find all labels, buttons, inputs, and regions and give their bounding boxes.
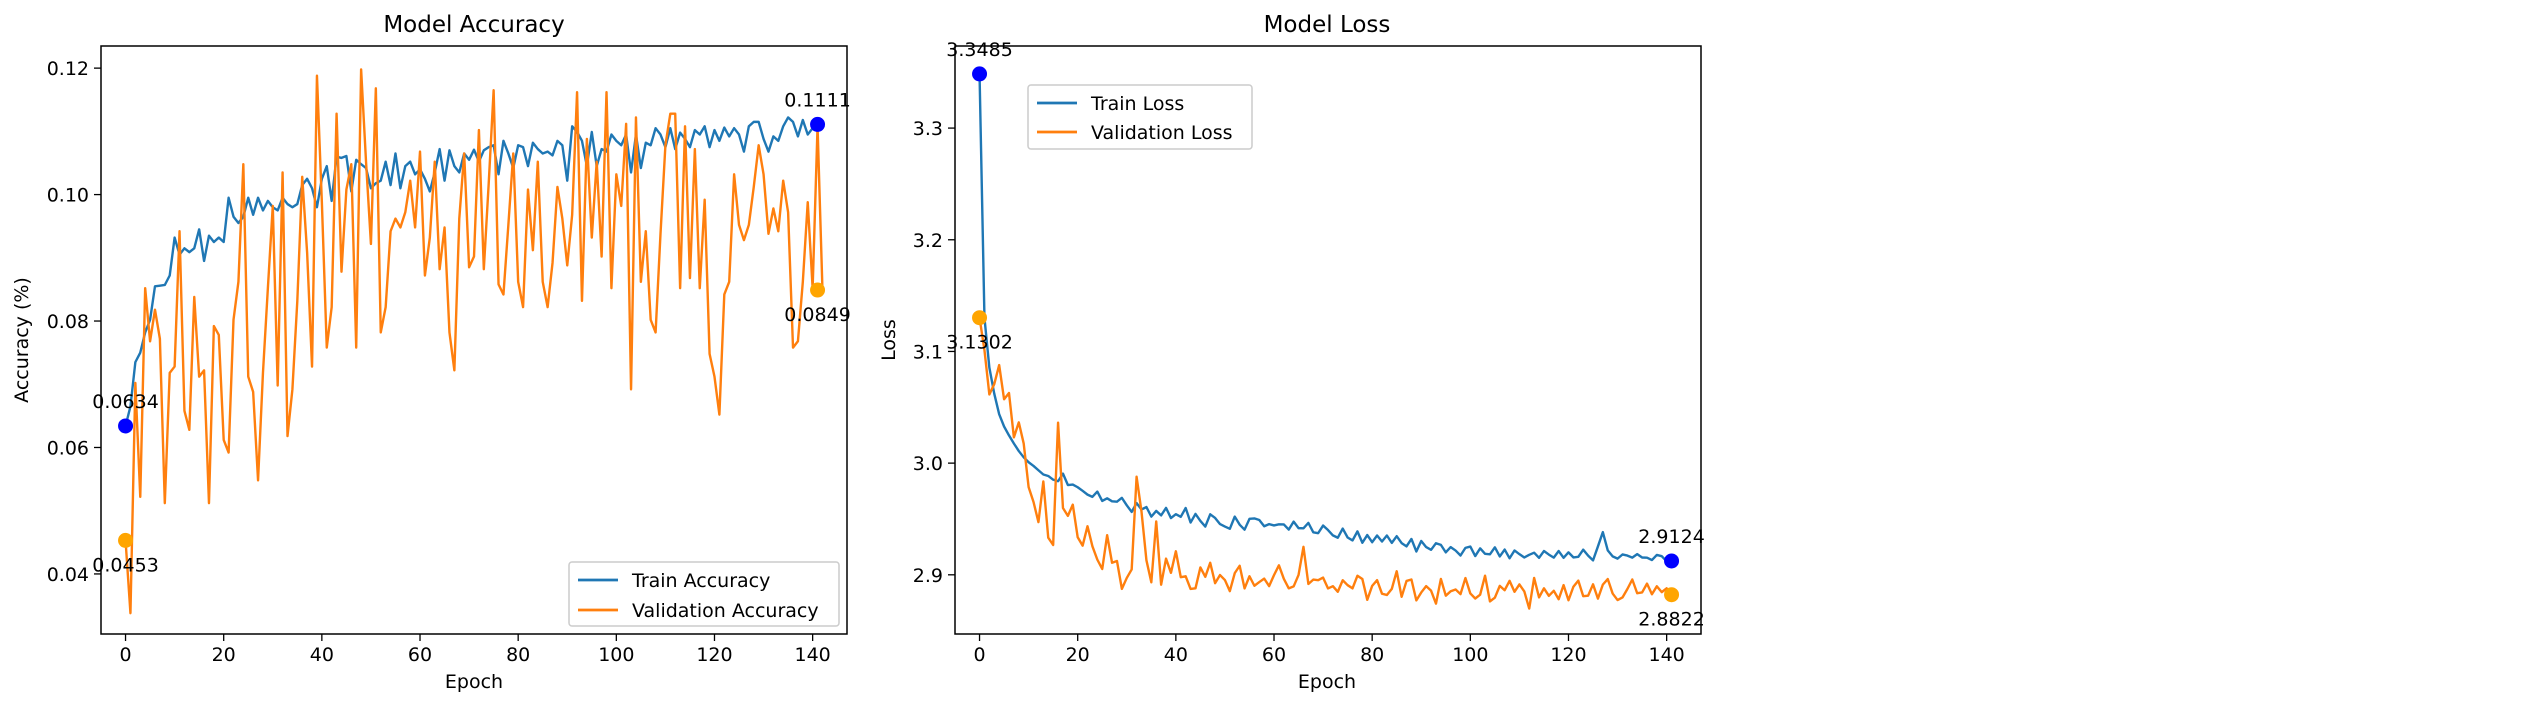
accuracy-series-validation-line — [124, 68, 824, 615]
accuracy-annotation-marker — [118, 418, 134, 434]
loss-y-tick-label: 3.1 — [913, 341, 943, 363]
accuracy-annotation-label: 0.1111 — [784, 89, 850, 111]
accuracy-x-tick-label: 20 — [212, 644, 236, 666]
accuracy-x-tick-label: 0 — [119, 644, 131, 666]
loss-annotation-label: 2.8822 — [1638, 609, 1704, 631]
loss-plot-area — [978, 73, 1673, 610]
accuracy-legend-validation-label: Validation Accuracy — [632, 600, 819, 622]
accuracy-annotations: 0.0634 0.0453 0.1111 0.0849 — [92, 89, 850, 576]
accuracy-y-axis-label: Accuracy (%) — [11, 277, 33, 403]
loss-legend-train-label: Train Loss — [1090, 93, 1184, 115]
loss-annotation-marker — [1664, 553, 1680, 569]
accuracy-annotation-label: 0.0453 — [92, 554, 158, 576]
loss-series-train-line — [978, 73, 1672, 563]
loss-y-ticks: 2.9 3.0 3.1 3.2 3.3 — [913, 118, 955, 587]
accuracy-x-tick-label: 40 — [310, 644, 334, 666]
loss-panel: Model Loss 0 20 40 60 80 100 120 140 2.93.03.13… — [878, 12, 1705, 693]
accuracy-series-train-line — [124, 116, 823, 427]
accuracy-legend-box — [568, 561, 840, 627]
loss-annotation-label: 2.9124 — [1638, 526, 1704, 548]
accuracy-annotation-marker — [810, 282, 826, 298]
loss-x-axis-label: Epoch — [1298, 671, 1356, 693]
accuracy-annotation-label: 0.0849 — [784, 304, 850, 326]
loss-x-tick-label: 100 — [1452, 644, 1488, 666]
loss-annotation-label: 3.3485 — [946, 39, 1012, 61]
loss-y-tick-label: 2.9 — [913, 565, 943, 587]
accuracy-plot-area — [124, 68, 824, 615]
loss-annotation-marker — [972, 310, 988, 326]
accuracy-x-tick-label: 140 — [795, 644, 831, 666]
accuracy-axes-frame — [100, 45, 848, 635]
loss-x-tick-label: 60 — [1262, 644, 1286, 666]
loss-title: Model Loss — [1264, 12, 1391, 38]
accuracy-annotation-marker — [118, 532, 134, 548]
loss-annotations: 3.3485 3.1302 2.9124 2.8822 — [946, 39, 1704, 631]
loss-y-tick-label: 3.2 — [913, 230, 943, 252]
loss-annotation-label: 3.1302 — [946, 332, 1012, 354]
accuracy-x-ticks: 0 20 40 60 80 100 120 140 — [119, 634, 831, 666]
accuracy-y-ticks: 0.04 0.06 0.08 0.10 0.12 — [47, 58, 101, 586]
accuracy-x-tick-label: 120 — [696, 644, 732, 666]
loss-x-tick-label: 80 — [1360, 644, 1384, 666]
accuracy-annotation-marker — [810, 116, 826, 132]
accuracy-legend-train-label: Train Accuracy — [631, 570, 770, 592]
loss-y-tick-label: 3.3 — [913, 118, 943, 140]
loss-annotation-marker — [1664, 587, 1680, 603]
accuracy-x-axis-label: Epoch — [445, 671, 503, 693]
loss-legend-box — [1027, 84, 1253, 150]
accuracy-y-tick-label: 0.08 — [47, 311, 89, 333]
loss-legend: Train Loss Validation Loss — [1027, 84, 1253, 150]
accuracy-y-tick-label: 0.10 — [47, 185, 89, 207]
accuracy-y-tick-label: 0.12 — [47, 58, 89, 80]
loss-x-tick-label: 0 — [973, 644, 985, 666]
loss-x-tick-label: 40 — [1164, 644, 1188, 666]
accuracy-x-tick-label: 100 — [598, 644, 634, 666]
accuracy-title: Model Accuracy — [383, 12, 564, 38]
accuracy-x-tick-label: 60 — [408, 644, 432, 666]
accuracy-x-tick-label: 80 — [506, 644, 530, 666]
loss-x-tick-label: 140 — [1649, 644, 1685, 666]
accuracy-panel: Model Accuracy 0 20 40 60 80 100 120 140 0.040.… — [11, 12, 851, 693]
loss-axes-frame — [954, 45, 1702, 635]
accuracy-legend: Train Accuracy Validation Accuracy — [568, 561, 840, 627]
loss-legend-validation-label: Validation Loss — [1091, 122, 1233, 144]
loss-series-validation-line — [978, 317, 1673, 610]
accuracy-y-tick-label: 0.04 — [47, 564, 89, 586]
loss-x-ticks: 0 20 40 60 80 100 120 140 — [973, 634, 1685, 666]
loss-x-tick-label: 120 — [1550, 644, 1586, 666]
loss-y-tick-label: 3.0 — [913, 453, 943, 475]
loss-annotation-marker — [972, 66, 988, 82]
accuracy-annotation-label: 0.0634 — [92, 391, 158, 413]
accuracy-y-tick-label: 0.06 — [47, 437, 89, 459]
loss-y-axis-label: Loss — [878, 319, 900, 361]
loss-x-tick-label: 20 — [1066, 644, 1090, 666]
